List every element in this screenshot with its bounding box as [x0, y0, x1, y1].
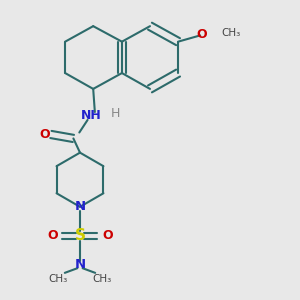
Text: H: H — [111, 107, 120, 120]
Text: O: O — [196, 28, 207, 41]
Text: O: O — [47, 230, 58, 242]
Text: CH₃: CH₃ — [221, 28, 240, 38]
Text: N: N — [74, 200, 86, 213]
Text: CH₃: CH₃ — [48, 274, 67, 284]
Text: O: O — [40, 128, 50, 141]
Text: O: O — [102, 230, 113, 242]
Text: NH: NH — [81, 110, 102, 122]
Text: N: N — [74, 258, 86, 272]
Text: CH₃: CH₃ — [93, 274, 112, 284]
Text: S: S — [74, 228, 86, 243]
